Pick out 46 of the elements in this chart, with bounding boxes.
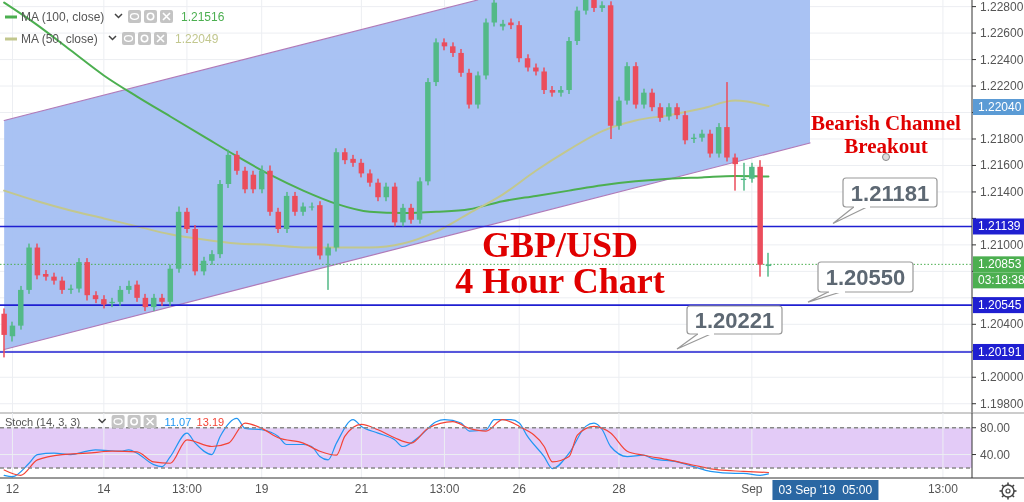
annotation: 1.20550 <box>825 265 906 290</box>
candlestick <box>42 270 49 281</box>
annotation: 1.21516 <box>181 10 225 24</box>
y-tick-label: 1.21400 <box>980 184 1024 199</box>
annotation: 1.22049 <box>175 32 219 46</box>
x-tick-label: 19 <box>255 482 269 496</box>
text: 1.22040 <box>978 100 1022 114</box>
ref-line-label: 1.21139 <box>978 219 1021 234</box>
y-tick-label: 40.00 <box>980 447 1011 462</box>
x-tick-label: 13:00 <box>927 482 959 496</box>
ref-line-label: 1.20191 <box>978 344 1022 359</box>
y-tick-label: 1.22800 <box>980 0 1024 14</box>
legend-title: Stoch (14, 3, 3) <box>5 416 81 428</box>
x-tick-label: Sep <box>741 482 763 496</box>
x-tick-label: 21 <box>354 482 369 496</box>
y-tick-label: 1.21000 <box>980 237 1024 252</box>
y-tick-label: 1.21600 <box>980 158 1024 173</box>
annotation: Bearish Channel Breakout <box>811 111 962 158</box>
candlestick <box>732 153 738 191</box>
y-tick-label: 1.21800 <box>980 131 1024 146</box>
text: 03 Sep '19 05:00 <box>778 483 873 497</box>
x-tick-label: 14 <box>97 482 111 496</box>
candlestick <box>308 202 315 211</box>
x-tick-label: 13:00 <box>429 482 460 496</box>
candlestick <box>765 252 772 277</box>
annotation: 13.19 <box>196 416 225 428</box>
y-tick-label: 1.20000 <box>980 370 1024 385</box>
y-tick-label: 1.22200 <box>980 79 1024 94</box>
x-tick-label: 12 <box>5 482 20 496</box>
y-tick-label: 1.22400 <box>980 52 1024 67</box>
y-tick-label: 1.19800 <box>980 396 1024 411</box>
annotation: 1.20221 <box>694 308 775 333</box>
x-tick-label: 28 <box>612 482 626 496</box>
ref-line-label: 1.20545 <box>978 298 1022 313</box>
x-tick-label: 13:00 <box>171 482 203 496</box>
y-tick-label: 80.00 <box>980 420 1011 435</box>
annotation: 1.21181 <box>850 180 930 206</box>
candlestick <box>599 1 606 12</box>
text: 03:18:38 <box>978 273 1024 288</box>
annotation: 11.07 <box>164 416 192 428</box>
y-tick-label: 1.20400 <box>980 317 1024 332</box>
candlestick <box>549 86 556 97</box>
x-tick-label: 26 <box>512 482 527 496</box>
candlestick <box>325 243 331 290</box>
y-tick-label: 1.22600 <box>980 26 1024 41</box>
ref-line-label: 1.20853 <box>978 257 1022 272</box>
